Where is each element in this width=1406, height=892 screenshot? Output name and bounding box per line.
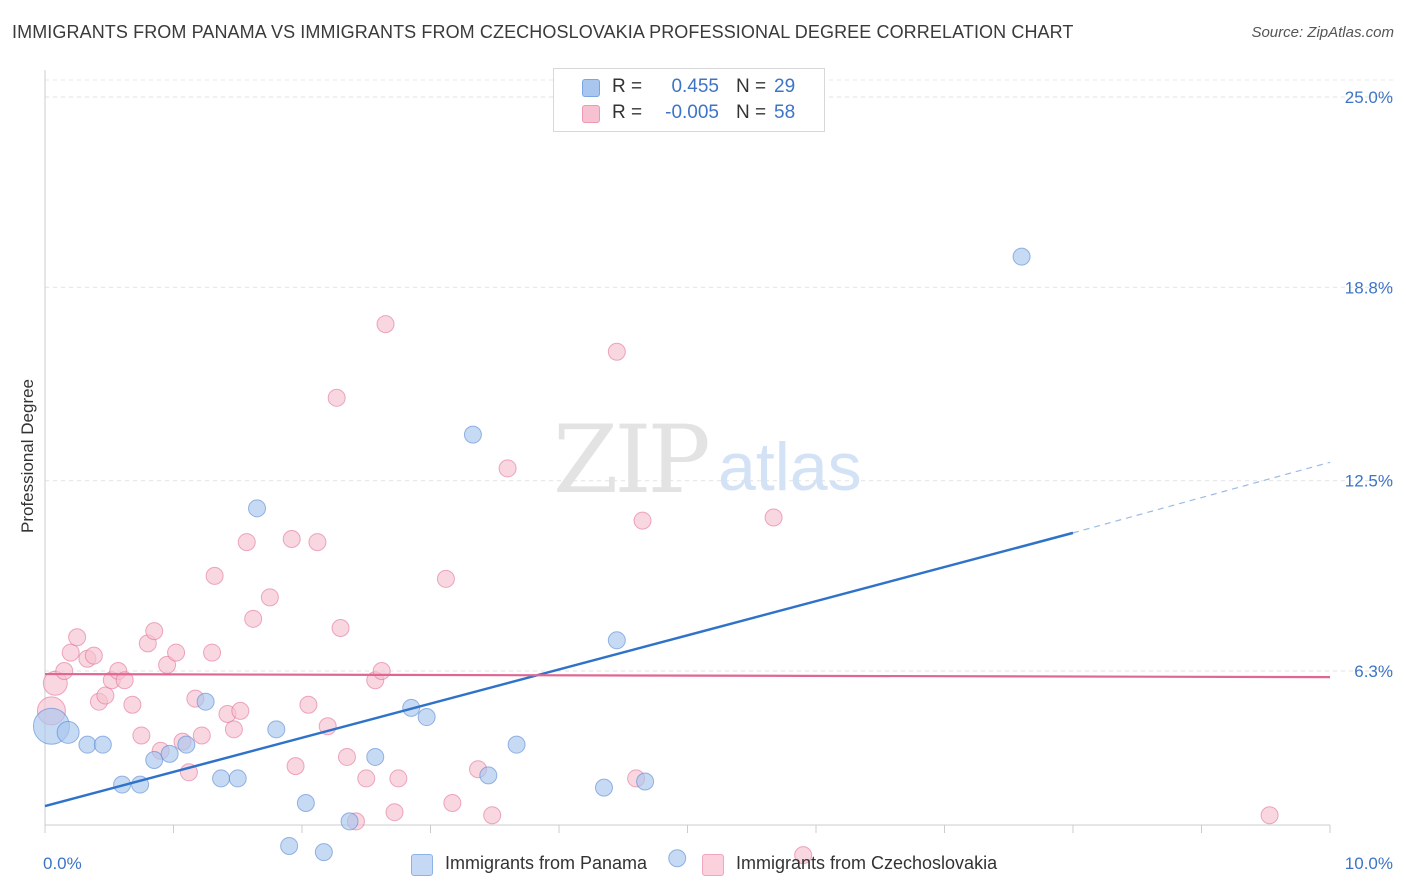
czechoslovakia-point bbox=[145, 622, 164, 641]
czechoslovakia-point bbox=[282, 530, 301, 549]
watermark-zip: ZIP bbox=[553, 406, 707, 515]
czechoslovakia-point bbox=[498, 459, 517, 478]
czechoslovakia-point bbox=[337, 747, 356, 766]
czechoslovakia-point bbox=[286, 757, 305, 776]
stats-swatch-panama bbox=[582, 79, 600, 97]
czechoslovakia-point bbox=[260, 588, 279, 607]
czechoslovakia-point bbox=[607, 342, 626, 361]
czechoslovakia-point bbox=[1260, 806, 1279, 825]
czechoslovakia-point bbox=[308, 533, 327, 552]
n-label: N = bbox=[736, 76, 767, 97]
y-tick-label: 12.5% bbox=[1345, 472, 1393, 491]
panama-point bbox=[145, 751, 164, 770]
czechoslovakia-point bbox=[483, 806, 502, 825]
panama-point bbox=[177, 735, 196, 754]
panama-point bbox=[296, 793, 315, 812]
panama-point bbox=[78, 735, 97, 754]
legend-swatch-czechoslovakia bbox=[702, 854, 724, 876]
czechoslovakia-point bbox=[357, 769, 376, 788]
czechoslovakia-point bbox=[443, 793, 462, 812]
x-tick-label: 0.0% bbox=[43, 854, 82, 873]
stats-swatch-czechoslovakia bbox=[582, 105, 600, 123]
n-label: N = bbox=[736, 102, 767, 123]
panama-point bbox=[228, 769, 247, 788]
legend: Immigrants from Panama Immigrants from C… bbox=[0, 852, 1406, 878]
y-tick-label: 6.3% bbox=[1354, 662, 1393, 681]
chart-title: IMMIGRANTS FROM PANAMA VS IMMIGRANTS FRO… bbox=[12, 22, 1074, 42]
czechoslovakia-point bbox=[205, 566, 224, 585]
panama-point bbox=[196, 692, 215, 711]
panama-point bbox=[366, 747, 385, 766]
czechoslovakia-point bbox=[224, 720, 243, 739]
panama-point bbox=[507, 735, 526, 754]
watermark-atlas: atlas bbox=[718, 429, 862, 505]
czechoslovakia-point bbox=[68, 628, 87, 647]
czechoslovakia-point bbox=[123, 695, 142, 714]
source-label: Source: ZipAtlas.com bbox=[1251, 24, 1394, 41]
panama-point bbox=[160, 744, 179, 763]
czechoslovakia-point bbox=[244, 609, 263, 628]
r-label: R = bbox=[612, 102, 643, 123]
czechoslovakia-point bbox=[61, 643, 80, 662]
czechoslovakia-point bbox=[192, 726, 211, 745]
czechoslovakia-point bbox=[633, 511, 652, 530]
czechoslovakia-point bbox=[372, 662, 391, 680]
panama-point bbox=[479, 766, 498, 785]
legend-swatch-panama bbox=[411, 854, 433, 876]
czechoslovakia-trend-line bbox=[44, 672, 1331, 679]
czechoslovakia-point bbox=[376, 315, 395, 334]
panama-point bbox=[607, 631, 626, 650]
czechoslovakia-point bbox=[231, 701, 250, 720]
panama-trend-extension bbox=[1072, 461, 1331, 534]
y-tick-label: 25.0% bbox=[1345, 88, 1393, 107]
n-value: 29 bbox=[774, 76, 796, 97]
czechoslovakia-point bbox=[132, 726, 151, 745]
stats-box: R = 0.455 N = 29 R = -0.005 N = 58 bbox=[553, 68, 825, 132]
czechoslovakia-point bbox=[331, 619, 350, 638]
panama-point bbox=[417, 708, 436, 727]
czechoslovakia-point bbox=[385, 803, 404, 822]
panama-point bbox=[463, 425, 482, 444]
y-tick-label: 18.8% bbox=[1345, 278, 1393, 297]
panama-point bbox=[56, 720, 80, 744]
legend-label-panama: Immigrants from Panama bbox=[445, 853, 648, 873]
czechoslovakia-point bbox=[436, 569, 455, 588]
czechoslovakia-point bbox=[96, 686, 115, 705]
x-tick-label: 10.0% bbox=[1345, 854, 1393, 873]
n-value: 58 bbox=[774, 102, 796, 123]
czechoslovakia-point bbox=[84, 646, 103, 665]
czechoslovakia-point bbox=[327, 388, 346, 407]
panama-point bbox=[314, 843, 333, 862]
czechoslovakia-point bbox=[389, 769, 408, 788]
panama-point bbox=[594, 778, 613, 797]
czechoslovakia-point bbox=[115, 671, 134, 690]
czechoslovakia-point bbox=[299, 695, 318, 714]
panama-trend-line bbox=[44, 531, 1074, 808]
panama-point bbox=[636, 772, 655, 791]
panama-point bbox=[212, 769, 231, 788]
czechoslovakia-point bbox=[167, 643, 186, 662]
czechoslovakia-point bbox=[794, 846, 813, 865]
panama-point bbox=[280, 836, 299, 855]
panama-point bbox=[668, 849, 687, 868]
czechoslovakia-point bbox=[203, 643, 222, 662]
r-label: R = bbox=[612, 76, 643, 97]
czechoslovakia-point bbox=[764, 508, 783, 527]
panama-point bbox=[93, 735, 112, 754]
r-value: 0.455 bbox=[671, 76, 719, 97]
legend-label-czechoslovakia: Immigrants from Czechoslovakia bbox=[736, 853, 998, 873]
panama-point bbox=[1012, 247, 1031, 266]
panama-point bbox=[267, 720, 286, 739]
panama-point bbox=[340, 812, 359, 831]
czechoslovakia-point bbox=[237, 533, 256, 552]
panama-point bbox=[248, 499, 267, 518]
czechoslovakia-point bbox=[55, 662, 74, 680]
r-value: -0.005 bbox=[665, 102, 719, 123]
